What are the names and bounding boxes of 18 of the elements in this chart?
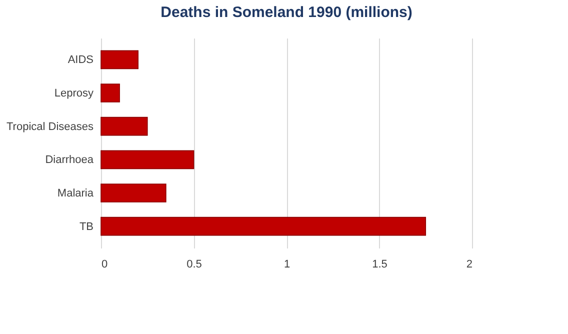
y-tick-label: Diarrhoea (45, 154, 94, 166)
bar (100, 84, 120, 102)
bar (100, 150, 194, 170)
bar (100, 216, 426, 236)
y-tick-label: AIDS (68, 54, 94, 66)
x-tick-label: 0 (102, 258, 108, 270)
y-tick-label: Leprosy (54, 88, 94, 100)
x-tick-label: 0.5 (186, 258, 202, 270)
bar (100, 116, 148, 136)
bar (100, 50, 138, 70)
x-tick-label: 2 (466, 258, 472, 270)
y-tick-label: TB (79, 220, 94, 233)
y-tick-label: Tropical Diseases (6, 120, 94, 133)
x-tick-label: 1 (284, 258, 290, 270)
bar (100, 184, 166, 202)
chart-title: Deaths in Someland 1990 (millions) (160, 4, 412, 21)
y-tick-label: Malaria (57, 188, 94, 200)
x-tick-label: 1.5 (372, 258, 388, 270)
